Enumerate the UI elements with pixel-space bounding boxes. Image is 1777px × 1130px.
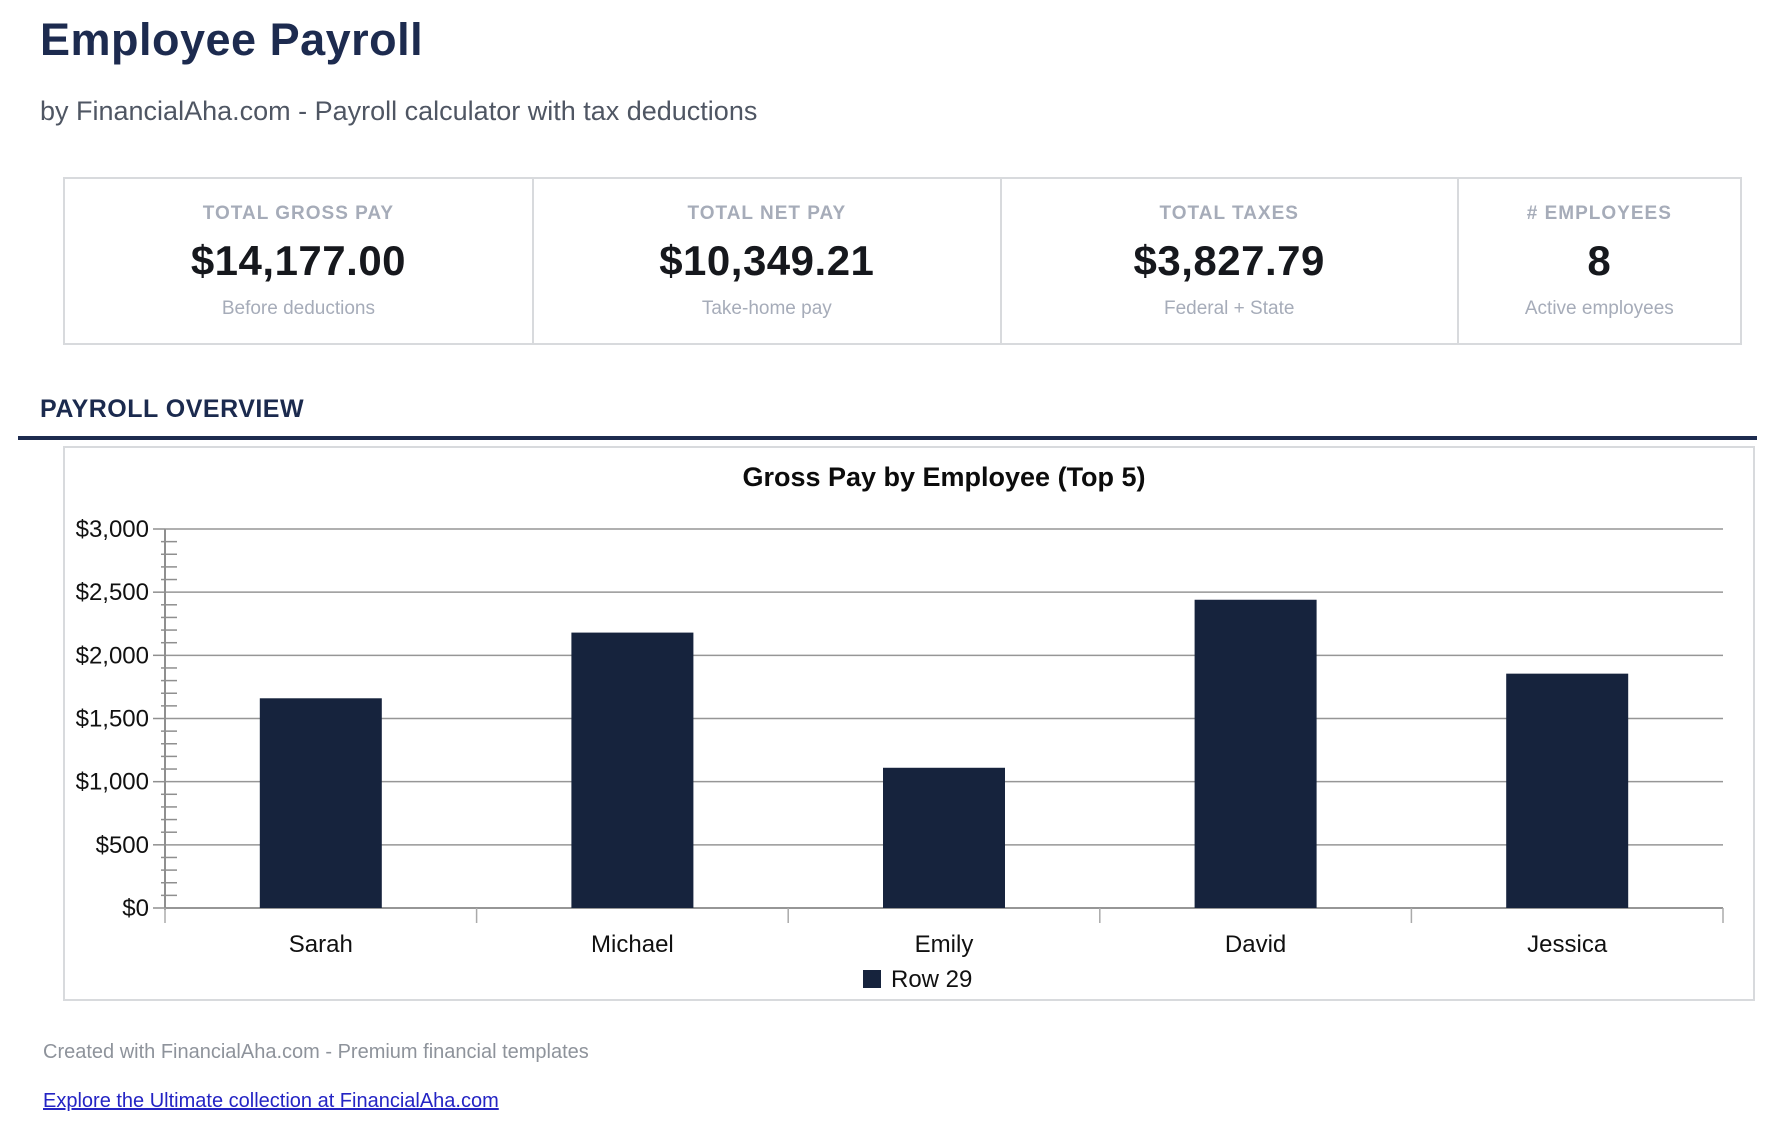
payroll-overview-section-header: PAYROLL OVERVIEW	[18, 395, 1757, 440]
stat-card-total-taxes: TOTAL TAXES $3,827.79 Federal + State	[999, 179, 1457, 343]
stats-summary-panel: TOTAL GROSS PAY $14,177.00 Before deduct…	[63, 177, 1742, 345]
stat-value: $14,177.00	[190, 237, 407, 284]
bar-emily	[883, 767, 1005, 908]
y-tick-label: $3,000	[76, 516, 149, 543]
x-category-label: David	[1225, 931, 1286, 958]
footer-note: Created with FinancialAha.com - Premium …	[43, 1041, 589, 1063]
stat-label: TOTAL TAXES	[1159, 203, 1299, 224]
legend-swatch	[863, 970, 881, 988]
x-category-label: Michael	[591, 931, 674, 958]
x-category-label: Sarah	[289, 931, 353, 958]
bar-sarah	[259, 698, 382, 908]
stat-label: TOTAL GROSS PAY	[202, 203, 395, 224]
stat-value: $3,827.79	[1133, 237, 1325, 284]
x-category-label: Jessica	[1527, 931, 1608, 958]
bar-david	[1194, 599, 1317, 908]
chart-panel: Gross Pay by Employee (Top 5) $0 $500 $1,00…	[63, 446, 1755, 1001]
stat-label: TOTAL NET PAY	[687, 203, 847, 224]
stat-card-employee-count: # EMPLOYEES 8 Active employees	[1456, 179, 1740, 343]
stat-sublabel: Before deductions	[221, 298, 376, 319]
y-tick-label: $1,000	[76, 769, 149, 796]
y-tick-label: $1,500	[76, 706, 149, 733]
page-subtitle: by FinancialAha.com - Payroll calculator…	[40, 96, 758, 126]
page-title: Employee Payroll	[40, 14, 424, 65]
y-tick-label: $500	[96, 832, 149, 859]
stat-value: 8	[1587, 237, 1612, 284]
gross-pay-bar-chart: Gross Pay by Employee (Top 5) $0 $500 $1,00…	[76, 462, 1724, 993]
section-title: PAYROLL OVERVIEW	[40, 395, 305, 423]
stat-card-total-net-pay: TOTAL NET PAY $10,349.21 Take-home pay	[531, 179, 1000, 343]
stat-label: # EMPLOYEES	[1526, 203, 1672, 224]
y-tick-label: $2,500	[76, 579, 149, 606]
y-tick-label: $0	[122, 895, 149, 922]
bar-michael	[571, 632, 694, 908]
stat-value: $10,349.21	[659, 237, 875, 284]
legend-label: Row 29	[891, 966, 972, 993]
chart-title: Gross Pay by Employee (Top 5)	[742, 462, 1145, 492]
stat-card-total-gross-pay: TOTAL GROSS PAY $14,177.00 Before deduct…	[65, 179, 532, 343]
stat-sublabel: Active employees	[1524, 298, 1674, 319]
x-category-label: Emily	[915, 931, 974, 958]
footer-link[interactable]: Explore the Ultimate collection at Finan…	[43, 1090, 499, 1112]
stat-sublabel: Federal + State	[1163, 298, 1295, 319]
stat-sublabel: Take-home pay	[701, 298, 832, 319]
y-tick-label: $2,000	[76, 642, 149, 669]
bar-jessica	[1506, 673, 1629, 908]
